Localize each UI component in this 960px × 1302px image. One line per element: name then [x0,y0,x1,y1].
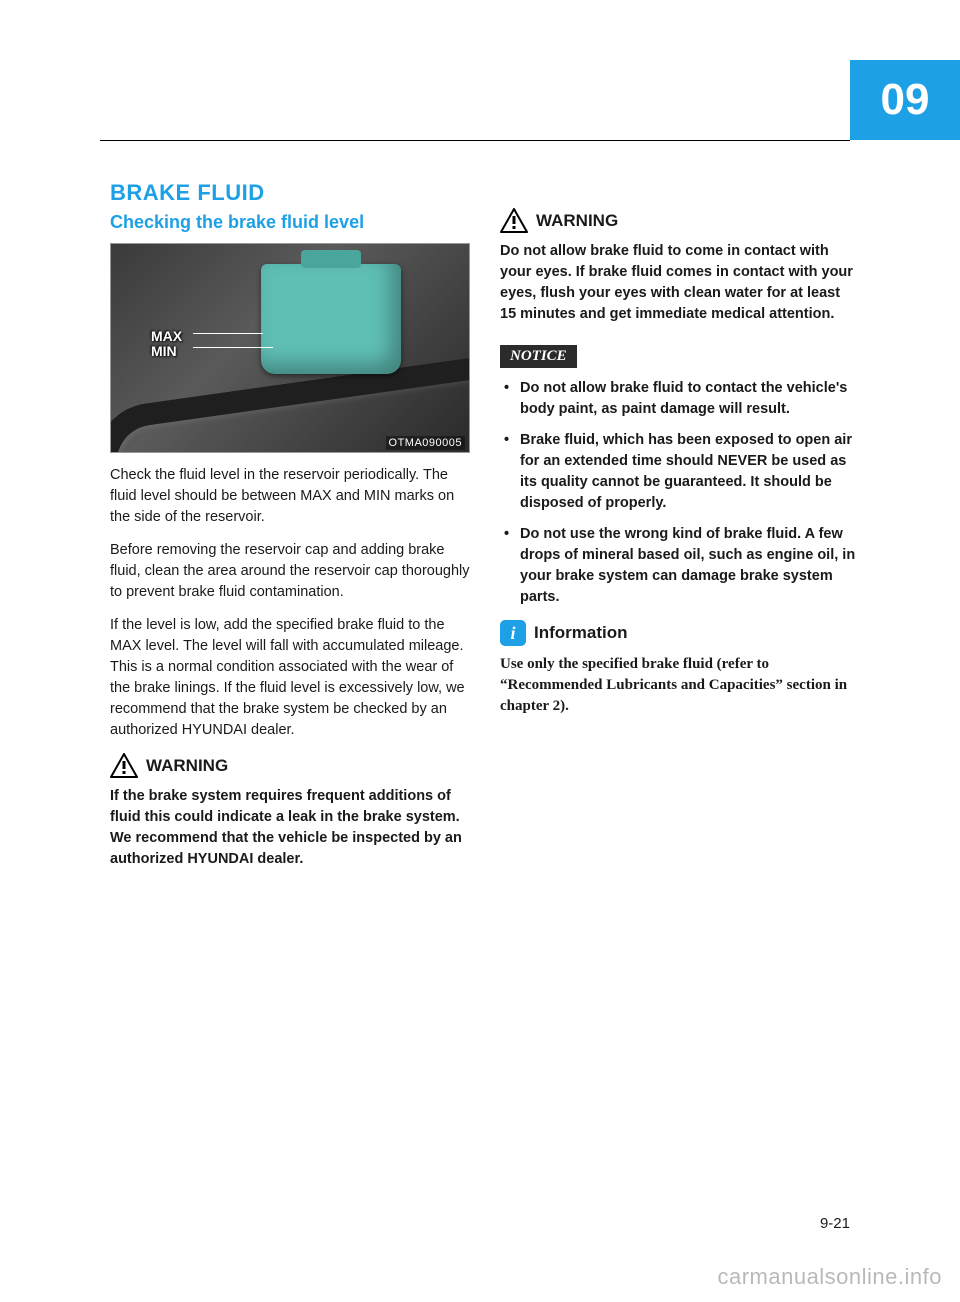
figure-label-min: MIN [151,343,177,359]
info-icon: i [500,620,526,646]
information-title: Information [534,623,628,643]
section-title: BRAKE FLUID [110,180,470,206]
header-rule [100,140,850,141]
pointer-line [193,347,273,348]
page-number: 9-21 [820,1215,850,1232]
figure-label-max: MAX [151,328,182,344]
brake-fluid-figure: MAX MIN OTMA090005 [110,243,470,453]
left-column: BRAKE FLUID Checking the brake fluid lev… [110,180,470,882]
warning-icon [500,208,528,233]
chapter-tab: 09 [850,60,960,140]
paragraph: Before removing the reservoir cap and ad… [110,540,470,603]
watermark: carmanualsonline.info [717,1264,942,1290]
figure-code: OTMA090005 [386,436,465,450]
warning-title: WARNING [536,211,618,231]
warning-title: WARNING [146,756,228,776]
right-column: WARNING Do not allow brake fluid to come… [500,180,860,882]
notice-item: Do not allow brake fluid to contact the … [500,378,860,420]
figure-reservoir [261,264,401,374]
page-content: BRAKE FLUID Checking the brake fluid lev… [110,180,860,882]
warning-header: WARNING [500,208,860,233]
warning-icon [110,753,138,778]
notice-item: Do not use the wrong kind of brake fluid… [500,524,860,608]
notice-list: Do not allow brake fluid to contact the … [500,378,860,608]
information-header: i Information [500,620,860,646]
warning-body: If the brake system requires frequent ad… [110,786,470,870]
information-body: Use only the specified brake fluid (refe… [500,654,860,717]
warning-header: WARNING [110,753,470,778]
paragraph: If the level is low, add the specified b… [110,615,470,741]
notice-badge: NOTICE [500,345,577,368]
paragraph: Check the fluid level in the reservoir p… [110,465,470,528]
figure-labels: MAX MIN [151,329,182,360]
notice-item: Brake fluid, which has been exposed to o… [500,430,860,514]
subsection-title: Checking the brake fluid level [110,212,470,233]
warning-body: Do not allow brake fluid to come in cont… [500,241,860,325]
pointer-line [193,333,263,334]
